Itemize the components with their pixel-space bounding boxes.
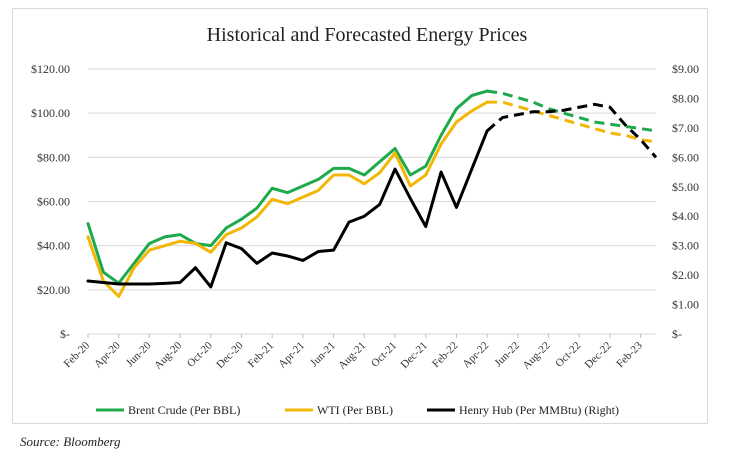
legend-label: Brent Crude (Per BBL): [128, 403, 240, 417]
left-axis-ticks: $- $20.00 $40.00 $60.00 $80.00 $100.00 $120.00: [31, 62, 70, 341]
left-tick-label: $20.00: [37, 283, 70, 297]
x-tick-label: Apr-20: [92, 339, 123, 370]
right-tick-label: $5.00: [672, 180, 699, 194]
chart-title: Historical and Forecasted Energy Prices: [206, 24, 528, 46]
right-tick-label: $6.00: [672, 150, 699, 164]
right-tick-label: $9.00: [672, 62, 699, 76]
x-tick-label: Oct-20: [185, 339, 215, 369]
chart-frame: [12, 8, 708, 424]
x-tick-label: Apr-21: [276, 340, 307, 371]
right-tick-label: $1.00: [672, 298, 699, 312]
series-line-forecast: [486, 89, 657, 133]
right-tick-label: $8.00: [672, 91, 699, 105]
series-lines: [86, 89, 658, 298]
x-tick-label: Dec-21: [398, 340, 429, 371]
x-tick-label: Aug-21: [336, 340, 368, 372]
legend: Brent Crude (Per BBL) WTI (Per BBL) Henry …: [96, 403, 619, 417]
x-tick-label: Oct-22: [553, 340, 583, 370]
series-line-forecast: [486, 102, 658, 159]
right-axis-ticks: $- $1.00 $2.00 $3.00 $4.00 $5.00 $6.00 $7.00 $8.…: [672, 62, 699, 341]
x-tick-label: Jun-22: [492, 340, 522, 370]
right-tick-label: $2.00: [672, 268, 699, 282]
x-tick-label: Feb-21: [246, 340, 277, 371]
legend-label: Henry Hub (Per MMBtu) (Right): [459, 403, 619, 417]
left-tick-label: $40.00: [37, 239, 70, 253]
series-line-actual: [86, 89, 489, 285]
x-tick-label: Feb-22: [430, 340, 461, 371]
series-line-actual: [86, 129, 489, 289]
x-tick-label: Apr-22: [460, 340, 491, 371]
left-tick-label: $80.00: [37, 150, 70, 164]
right-tick-label: $4.00: [672, 209, 699, 223]
x-tick-label: Jun-21: [308, 340, 338, 370]
x-tick-label: Feb-23: [614, 339, 645, 370]
right-tick-label: $7.00: [672, 121, 699, 135]
series-line-actual: [86, 100, 489, 298]
series-line-forecast: [487, 100, 657, 144]
left-tick-label: $120.00: [31, 62, 70, 76]
right-tick-label: $-: [672, 327, 682, 341]
source-note: Source: Bloomberg: [20, 434, 121, 449]
left-tick-label: $-: [60, 327, 70, 341]
x-tick-label: Dec-22: [583, 340, 614, 371]
x-tick-label: Dec-20: [214, 339, 246, 371]
x-tick-label: Oct-21: [369, 340, 399, 370]
right-tick-label: $3.00: [672, 239, 699, 253]
x-tick-label: Aug-20: [152, 339, 185, 372]
x-tick-label: Aug-22: [520, 340, 552, 372]
left-tick-label: $60.00: [37, 195, 70, 209]
x-tick-label: Jun-20: [124, 339, 154, 369]
legend-label: WTI (Per BBL): [317, 403, 393, 417]
x-tick-label: Feb-20: [62, 339, 93, 370]
gridlines: [88, 68, 656, 335]
left-tick-label: $100.00: [31, 106, 70, 120]
